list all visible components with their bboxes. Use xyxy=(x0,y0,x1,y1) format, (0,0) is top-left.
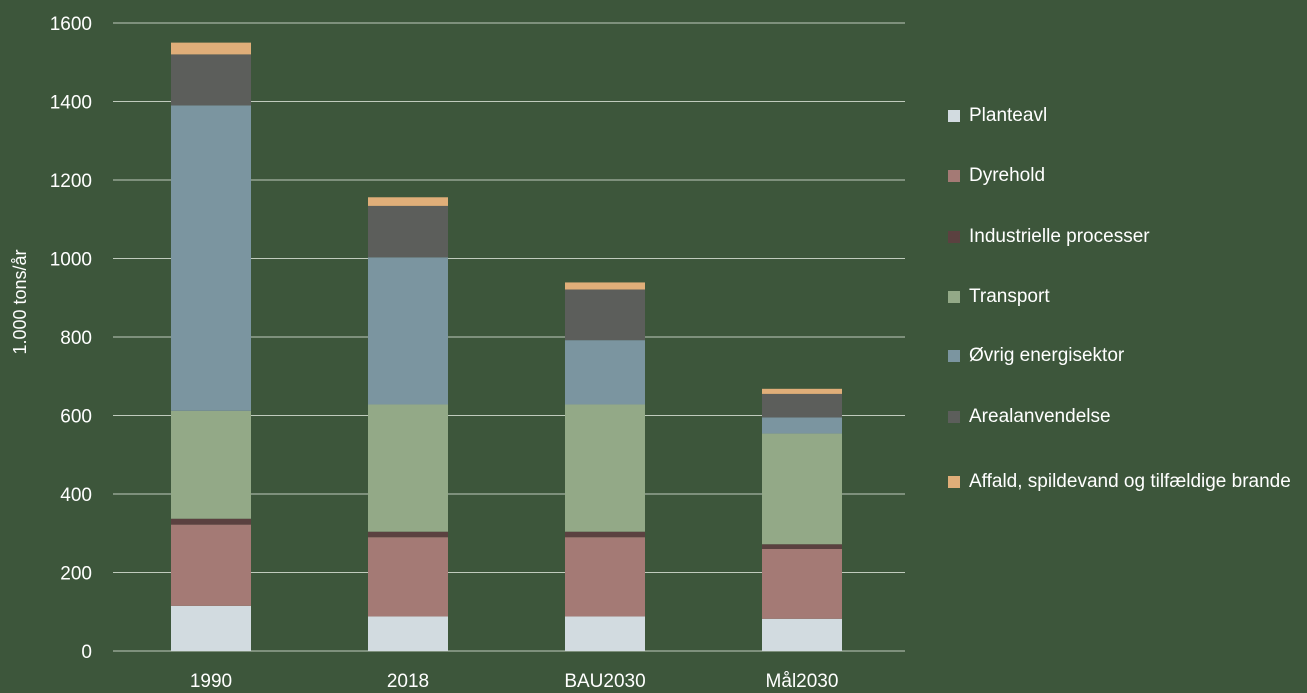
legend-swatch xyxy=(948,476,960,488)
bar-segment xyxy=(762,544,842,549)
bar-segment xyxy=(762,417,842,434)
bar-segment xyxy=(171,605,251,651)
bar-segment xyxy=(565,616,645,651)
bar-segment xyxy=(565,289,645,341)
legend-item: Transport xyxy=(948,284,1050,309)
legend-label: Affald, spildevand og tilfældige brande xyxy=(969,471,1291,492)
bar-segment xyxy=(171,524,251,606)
legend-swatch xyxy=(948,291,960,303)
bar-segment xyxy=(368,616,448,651)
legend-label: Øvrig energisektor xyxy=(969,345,1125,366)
legend-item: Affald, spildevand og tilfældige brande xyxy=(948,469,1307,494)
bar-segment xyxy=(368,257,448,405)
y-tick-label: 800 xyxy=(60,328,92,349)
bar-segment xyxy=(171,54,251,106)
bar-segment xyxy=(565,340,645,405)
x-tick-label: BAU2030 xyxy=(564,671,645,692)
legend-swatch xyxy=(948,170,960,182)
bar-segment xyxy=(368,197,448,206)
legend-label: Industrielle processer xyxy=(969,226,1150,247)
bar-segment xyxy=(762,433,842,545)
bar-segment xyxy=(171,105,251,411)
bar-segment xyxy=(368,531,448,538)
y-tick-label: 600 xyxy=(60,407,92,428)
legend-item: Industrielle processer xyxy=(948,224,1150,249)
y-axis-label: 1.000 tons/år xyxy=(10,249,30,354)
y-tick-label: 1400 xyxy=(50,93,92,114)
y-tick-label: 1600 xyxy=(50,14,92,35)
legend-label: Arealanvendelse xyxy=(969,406,1111,427)
legend-item: Arealanvendelse xyxy=(948,404,1111,429)
x-tick-label: Mål2030 xyxy=(766,671,839,692)
bar-segment xyxy=(762,548,842,619)
legend-label: Transport xyxy=(969,286,1050,307)
legend-swatch xyxy=(948,110,960,122)
bar-segment xyxy=(762,393,842,418)
bar-segment xyxy=(171,42,251,55)
y-tick-label: 200 xyxy=(60,564,92,585)
bar-segment xyxy=(368,404,448,532)
bar-segment xyxy=(565,531,645,538)
y-tick-label: 1000 xyxy=(50,250,92,271)
bar-segment xyxy=(368,205,448,258)
legend-item: Dyrehold xyxy=(948,163,1045,188)
legend-swatch xyxy=(948,231,960,243)
legend-swatch xyxy=(948,411,960,423)
bar-segment xyxy=(171,410,251,519)
legend-swatch xyxy=(948,350,960,362)
bar-segment xyxy=(762,618,842,651)
y-tick-label: 0 xyxy=(81,642,92,663)
x-tick-label: 2018 xyxy=(387,671,429,692)
bar-segment xyxy=(368,537,448,617)
bar-segment xyxy=(565,282,645,290)
y-axis-ticks: 0 200 400 600 800 1000 1200 1400 1600 xyxy=(50,14,92,663)
bar-segment xyxy=(171,518,251,525)
bars xyxy=(171,42,842,651)
x-axis-ticks: 1990 2018 BAU2030 Mål2030 xyxy=(190,671,839,692)
bar-segment xyxy=(565,537,645,617)
y-tick-label: 400 xyxy=(60,485,92,506)
legend-item: Planteavl xyxy=(948,103,1047,128)
bar-segment xyxy=(565,404,645,532)
legend-label: Dyrehold xyxy=(969,165,1046,186)
y-tick-label: 1200 xyxy=(50,171,92,192)
x-tick-label: 1990 xyxy=(190,671,232,692)
legend-item: Øvrig energisektor xyxy=(948,343,1124,368)
bar-segment xyxy=(762,388,842,394)
legend-label: Planteavl xyxy=(969,105,1048,126)
